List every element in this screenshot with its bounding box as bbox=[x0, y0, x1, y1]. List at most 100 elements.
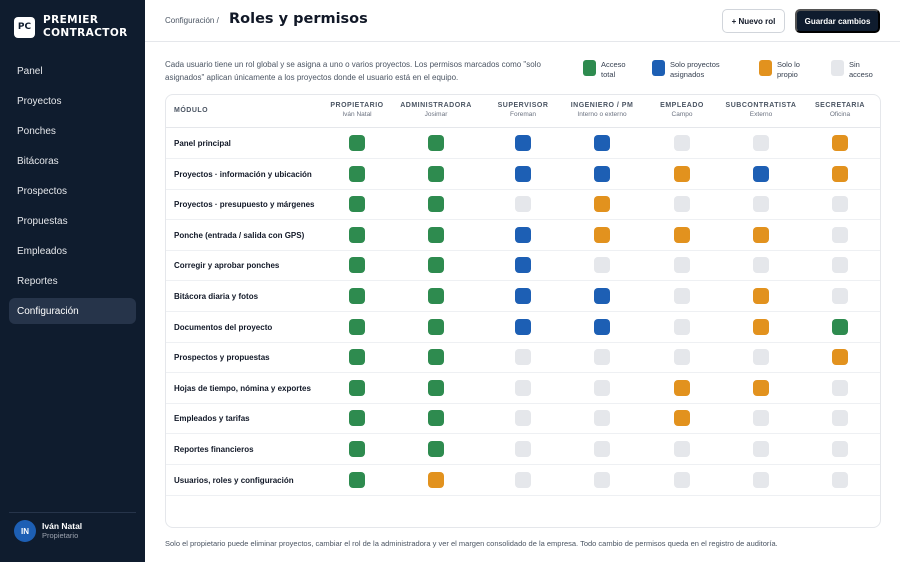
sidebar-item-configuracion[interactable]: Configuración bbox=[9, 298, 136, 324]
permission-toggle[interactable] bbox=[753, 288, 769, 304]
permission-toggle[interactable] bbox=[515, 318, 531, 335]
permission-toggle[interactable] bbox=[515, 226, 531, 243]
permission-toggle[interactable] bbox=[515, 196, 531, 213]
permission-toggle[interactable] bbox=[832, 410, 848, 427]
permission-toggle[interactable] bbox=[832, 257, 848, 274]
permission-toggle[interactable] bbox=[349, 165, 365, 182]
permission-toggle[interactable] bbox=[594, 441, 610, 457]
permission-toggle[interactable] bbox=[349, 135, 365, 151]
permission-toggle[interactable] bbox=[753, 349, 769, 366]
permission-toggle[interactable] bbox=[349, 349, 365, 366]
sidebar-item-prospectos[interactable]: Prospectos bbox=[17, 185, 68, 197]
permission-toggle[interactable] bbox=[753, 226, 769, 243]
permission-toggle[interactable] bbox=[832, 441, 848, 457]
permission-toggle[interactable] bbox=[428, 349, 444, 366]
permission-toggle[interactable] bbox=[428, 379, 444, 396]
new-role-button[interactable]: + Nuevo rol bbox=[722, 9, 785, 33]
permission-toggle[interactable] bbox=[515, 257, 531, 274]
permission-toggle[interactable] bbox=[594, 318, 610, 335]
permission-toggle[interactable] bbox=[753, 379, 769, 396]
permission-toggle[interactable] bbox=[832, 349, 848, 366]
breadcrumb[interactable]: Configuración / bbox=[165, 16, 219, 25]
permission-toggle[interactable] bbox=[515, 471, 531, 488]
permission-toggle[interactable] bbox=[428, 318, 444, 335]
permission-toggle[interactable] bbox=[753, 318, 769, 335]
permission-toggle[interactable] bbox=[674, 441, 690, 457]
permission-toggle[interactable] bbox=[515, 379, 531, 396]
permission-toggle[interactable] bbox=[674, 288, 690, 304]
sidebar-item-reportes[interactable]: Reportes bbox=[17, 275, 58, 287]
permission-toggle[interactable] bbox=[832, 135, 848, 151]
user-profile[interactable]: IN Iván Natal Propietario bbox=[14, 520, 82, 542]
permission-toggle[interactable] bbox=[753, 471, 769, 488]
permission-toggle[interactable] bbox=[349, 196, 365, 213]
permission-toggle[interactable] bbox=[428, 471, 444, 488]
sidebar-item-bitacoras[interactable]: Bitácoras bbox=[17, 155, 59, 167]
permission-toggle[interactable] bbox=[349, 379, 365, 396]
permission-toggle[interactable] bbox=[428, 441, 444, 457]
permission-toggle[interactable] bbox=[674, 226, 690, 243]
permission-toggle[interactable] bbox=[674, 257, 690, 274]
permission-toggle[interactable] bbox=[594, 349, 610, 366]
permission-toggle[interactable] bbox=[349, 441, 365, 457]
permission-toggle[interactable] bbox=[594, 135, 610, 151]
permission-toggle[interactable] bbox=[674, 349, 690, 366]
permission-toggle[interactable] bbox=[428, 410, 444, 427]
permission-toggle[interactable] bbox=[594, 410, 610, 427]
permission-toggle[interactable] bbox=[594, 226, 610, 243]
permission-toggle[interactable] bbox=[753, 165, 769, 182]
permission-toggle[interactable] bbox=[349, 471, 365, 488]
permission-toggle[interactable] bbox=[594, 288, 610, 304]
permission-toggle[interactable] bbox=[349, 318, 365, 335]
permission-toggle[interactable] bbox=[594, 165, 610, 182]
permission-toggle[interactable] bbox=[594, 196, 610, 213]
permission-toggle[interactable] bbox=[674, 135, 690, 151]
permission-toggle[interactable] bbox=[674, 471, 690, 488]
permission-toggle[interactable] bbox=[674, 196, 690, 213]
permission-toggle[interactable] bbox=[832, 471, 848, 488]
permission-toggle[interactable] bbox=[349, 410, 365, 427]
permission-toggle[interactable] bbox=[832, 379, 848, 396]
save-button[interactable]: Guardar cambios bbox=[795, 9, 880, 33]
permission-toggle[interactable] bbox=[753, 441, 769, 457]
permission-toggle[interactable] bbox=[753, 135, 769, 151]
module-label: Empleados y tarifas bbox=[174, 414, 250, 424]
permission-toggle[interactable] bbox=[515, 135, 531, 151]
permission-toggle[interactable] bbox=[428, 288, 444, 304]
sidebar-item-propuestas[interactable]: Propuestas bbox=[17, 215, 68, 227]
permission-toggle[interactable] bbox=[515, 288, 531, 304]
permission-toggle[interactable] bbox=[349, 226, 365, 243]
permission-toggle[interactable] bbox=[753, 410, 769, 427]
permission-toggle[interactable] bbox=[428, 165, 444, 182]
permission-toggle[interactable] bbox=[349, 257, 365, 274]
permission-toggle[interactable] bbox=[515, 165, 531, 182]
permission-toggle[interactable] bbox=[674, 379, 690, 396]
sidebar-item-empleados[interactable]: Empleados bbox=[17, 245, 68, 257]
permission-toggle[interactable] bbox=[832, 288, 848, 304]
permission-toggle[interactable] bbox=[674, 410, 690, 427]
brand[interactable]: PC PREMIER CONTRACTOR bbox=[14, 14, 128, 40]
permission-toggle[interactable] bbox=[674, 165, 690, 182]
permission-toggle[interactable] bbox=[674, 318, 690, 335]
permission-toggle[interactable] bbox=[428, 226, 444, 243]
permission-toggle[interactable] bbox=[428, 257, 444, 274]
permission-toggle[interactable] bbox=[594, 257, 610, 274]
permission-toggle[interactable] bbox=[832, 226, 848, 243]
sidebar-item-ponches[interactable]: Ponches bbox=[17, 125, 56, 137]
permission-toggle[interactable] bbox=[832, 196, 848, 213]
permission-toggle[interactable] bbox=[832, 318, 848, 335]
permission-toggle[interactable] bbox=[594, 471, 610, 488]
permission-toggle[interactable] bbox=[515, 349, 531, 366]
permission-toggle[interactable] bbox=[594, 379, 610, 396]
permission-toggle[interactable] bbox=[753, 257, 769, 274]
role-name: EMPLEADO bbox=[660, 102, 704, 109]
sidebar-item-panel[interactable]: Panel bbox=[17, 65, 43, 77]
sidebar-item-proyectos[interactable]: Proyectos bbox=[17, 95, 62, 107]
permission-toggle[interactable] bbox=[349, 288, 365, 304]
permission-toggle[interactable] bbox=[832, 165, 848, 182]
permission-toggle[interactable] bbox=[428, 196, 444, 213]
permission-toggle[interactable] bbox=[753, 196, 769, 213]
permission-toggle[interactable] bbox=[428, 135, 444, 151]
permission-toggle[interactable] bbox=[515, 410, 531, 427]
permission-toggle[interactable] bbox=[515, 441, 531, 457]
